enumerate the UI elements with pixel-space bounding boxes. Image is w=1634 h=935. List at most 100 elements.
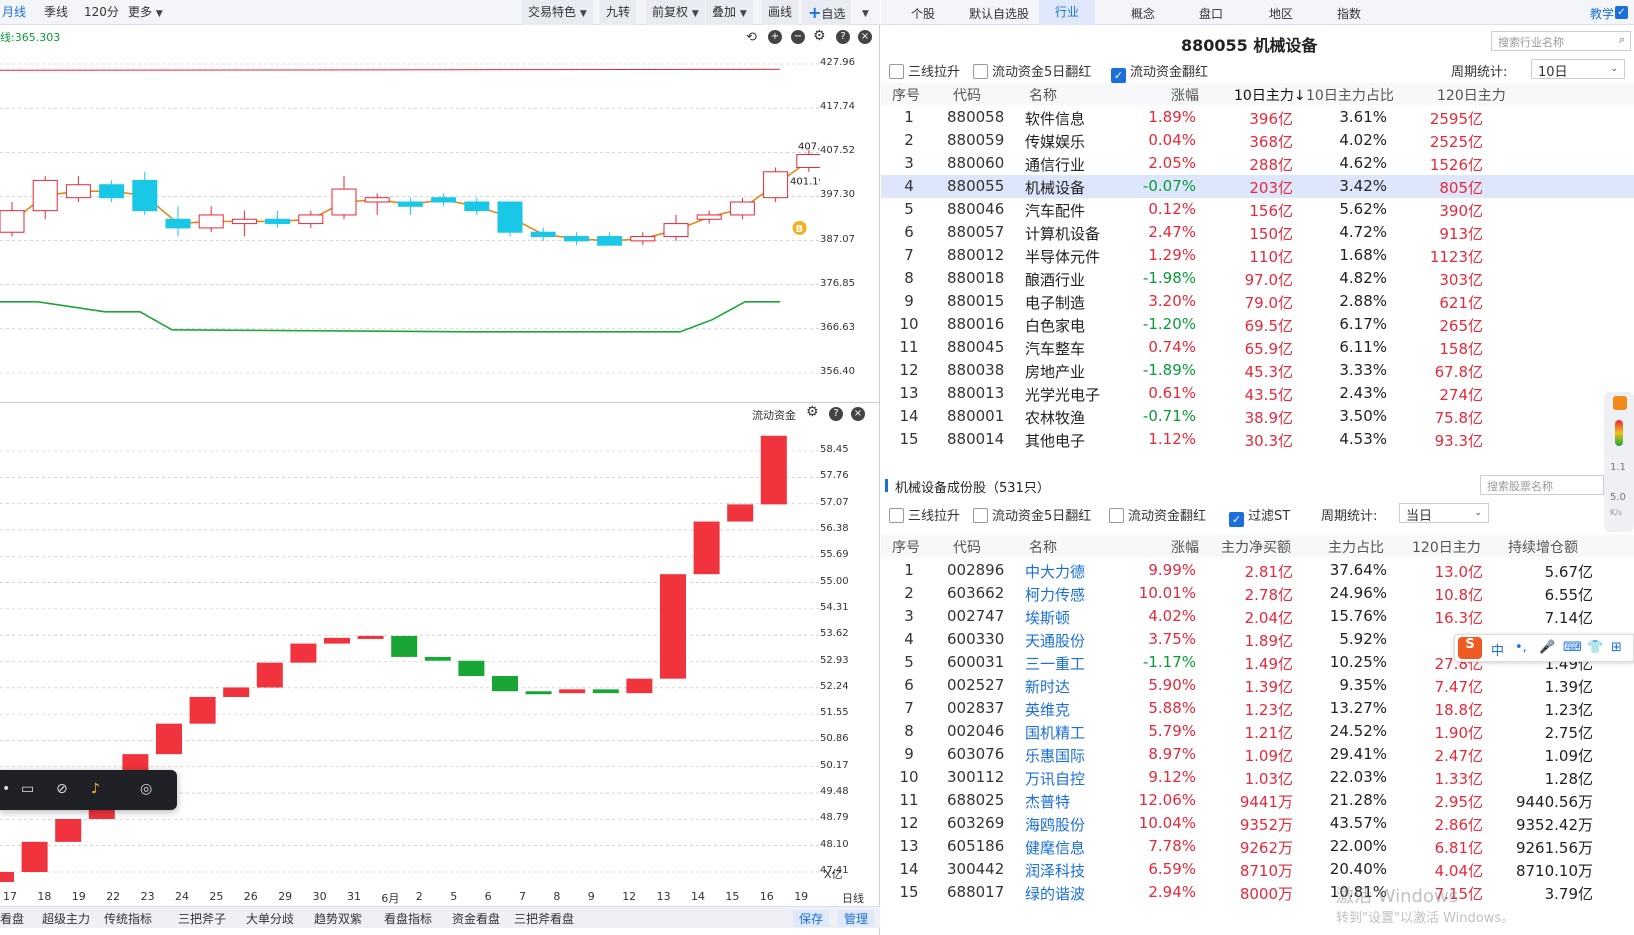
check-icon[interactable]: ✓ xyxy=(1615,6,1628,19)
row-name[interactable]: 埃斯顿 xyxy=(1025,609,1071,627)
table-row[interactable]: 9 880015 电子制造 3.20% 79.0亿 2.88% 621亿 xyxy=(881,290,1634,313)
column-header[interactable]: 主力占比 xyxy=(1328,540,1384,556)
indicator-tab[interactable]: 看盘指标 xyxy=(384,912,433,926)
broadcast-icon[interactable]: ◎ xyxy=(140,781,153,797)
column-header[interactable]: 主力净买额 xyxy=(1221,540,1291,556)
flow-chart[interactable] xyxy=(0,420,820,882)
overlay-menu[interactable]: 叠加 ▼ xyxy=(706,0,753,25)
indicator-tab[interactable]: 大单分歧 xyxy=(246,912,295,926)
checkbox-unchecked[interactable] xyxy=(889,64,904,79)
period-select-2[interactable]: 当日 ⌄ xyxy=(1399,503,1489,524)
tab-3[interactable]: 概念 xyxy=(1131,7,1156,21)
add-watchlist-button[interactable]: +自选 xyxy=(802,0,852,25)
table-row[interactable]: 2 603662 柯力传感 10.01% 2.78亿 24.96% 10.8亿 6.55亿 xyxy=(881,582,1634,605)
table-row[interactable]: 15 688017 绿的谐波 2.94% 8000万 10.81% 7.15亿 3.79亿 xyxy=(881,881,1634,904)
row-name[interactable]: 新时达 xyxy=(1025,678,1071,696)
table-row[interactable]: 14 300442 润泽科技 6.59% 8710万 20.40% 4.04亿 8710.10… xyxy=(881,858,1634,881)
side-widget[interactable]: 1.1 5.0 K/s xyxy=(1604,392,1634,532)
table-row[interactable]: 1 002896 中大力德 9.99% 2.81亿 37.64% 13.0亿 5.67亿 xyxy=(881,559,1634,582)
period-select[interactable]: 10日 ⌄ xyxy=(1531,59,1625,80)
filter-checkbox[interactable]: 三线拉升 xyxy=(889,61,960,80)
sogou-icon[interactable]: S xyxy=(1458,637,1482,659)
checkbox-checked[interactable]: ✓ xyxy=(1229,512,1244,527)
checkbox-unchecked[interactable] xyxy=(973,508,988,523)
period-quarter-tab[interactable]: 季线 xyxy=(44,5,69,19)
row-name[interactable]: 万讯自控 xyxy=(1025,770,1086,788)
table-row[interactable]: 15 880014 其他电子 1.12% 30.3亿 4.53% 93.3亿 xyxy=(881,428,1634,451)
table-row[interactable]: 5 600031 三一重工 -1.17% 1.49亿 10.25% 27.8亿 1.49亿 xyxy=(881,651,1634,674)
table-row[interactable]: 4 600330 天通股份 3.75% 1.89亿 5.92% xyxy=(881,628,1634,651)
table-row[interactable]: 7 002837 英维克 5.88% 1.23亿 13.27% 18.8亿 1.23亿 xyxy=(881,697,1634,720)
column-header[interactable]: 代码 xyxy=(953,540,981,556)
column-header[interactable]: 序号 xyxy=(892,540,920,556)
price-chart[interactable]: 407.21→ 401.19-401.82 B xyxy=(0,48,820,398)
period-month-tab[interactable]: 月线 xyxy=(2,5,27,19)
column-header[interactable]: 序号 xyxy=(892,88,920,104)
adjust-menu[interactable]: 前复权 ▼ xyxy=(646,0,705,25)
draw-button[interactable]: 画线 xyxy=(762,0,799,25)
indicator-tab[interactable]: 三把斧看盘 xyxy=(514,912,575,926)
close-icon[interactable]: × xyxy=(858,30,872,44)
row-name[interactable]: 健麾信息 xyxy=(1025,839,1086,857)
row-name[interactable]: 杰普特 xyxy=(1025,793,1071,811)
ime-button[interactable]: ⊞ xyxy=(1611,640,1622,655)
table-row[interactable]: 10 880016 白色家电 -1.20% 69.5亿 6.17% 265亿 xyxy=(881,313,1634,336)
stock-search-input[interactable]: 搜索股票名称 xyxy=(1480,475,1604,495)
ime-button[interactable]: •, xyxy=(1515,640,1527,655)
tab-0[interactable]: 个股 xyxy=(911,7,936,21)
table-row[interactable]: 10 300112 万讯自控 9.12% 1.03亿 22.03% 1.33亿 1.28亿 xyxy=(881,766,1634,789)
ime-button[interactable]: 中 xyxy=(1491,644,1505,659)
toolbar-dropdown[interactable]: ▼ xyxy=(862,0,869,25)
indicator-tab[interactable]: 保存 xyxy=(793,910,830,927)
column-header[interactable]: 代码 xyxy=(953,88,981,104)
table-row[interactable]: 12 880038 房地产业 -1.89% 45.3亿 3.33% 67.8亿 xyxy=(881,359,1634,382)
filter-checkbox[interactable]: 三线拉升 xyxy=(889,505,960,524)
eye-off-icon[interactable]: ⊘ xyxy=(56,781,68,797)
row-name[interactable]: 乐惠国际 xyxy=(1025,747,1086,765)
table-row[interactable]: 14 880001 农林牧渔 -0.71% 38.9亿 3.50% 75.8亿 xyxy=(881,405,1634,428)
row-name[interactable]: 润泽科技 xyxy=(1025,862,1086,880)
table-row[interactable]: 6 880057 计算机设备 2.47% 150亿 4.72% 913亿 xyxy=(881,221,1634,244)
indicator-tab[interactable]: 趋势双紫 xyxy=(314,912,363,926)
help-icon[interactable]: ? xyxy=(836,30,850,44)
close-icon[interactable]: × xyxy=(851,407,865,421)
ime-button[interactable]: 🎤 xyxy=(1539,640,1556,655)
row-name[interactable]: 国机精工 xyxy=(1025,724,1086,742)
row-name[interactable]: 海鸥股份 xyxy=(1025,816,1086,834)
table-row[interactable]: 1 880058 软件信息 1.89% 396亿 3.61% 2595亿 xyxy=(881,106,1634,129)
ime-button[interactable]: 👕 xyxy=(1587,640,1604,655)
column-header[interactable]: 名称 xyxy=(1029,88,1057,104)
tab-2[interactable]: 行业 xyxy=(1039,0,1096,25)
column-header[interactable]: 持续增仓额 xyxy=(1508,540,1578,556)
tab-4[interactable]: 盘口 xyxy=(1199,7,1224,21)
indicator-tab[interactable]: 传统指标 xyxy=(104,912,153,926)
table-row[interactable]: 3 002747 埃斯顿 4.02% 2.04亿 15.76% 16.3亿 7.14亿 xyxy=(881,605,1634,628)
table-row[interactable]: 9 603076 乐惠国际 8.97% 1.09亿 29.41% 2.47亿 1.09亿 xyxy=(881,743,1634,766)
column-header[interactable]: 涨幅 xyxy=(1171,88,1199,104)
table-row[interactable]: 4 880055 机械设备 -0.07% 203亿 3.42% 805亿 xyxy=(881,175,1634,198)
help-icon[interactable]: ? xyxy=(829,407,843,421)
checkbox-unchecked[interactable] xyxy=(1109,508,1124,523)
table-row[interactable]: 8 880018 酿酒行业 -1.98% 97.0亿 4.82% 303亿 xyxy=(881,267,1634,290)
column-header[interactable]: 10日主力占比 xyxy=(1306,88,1394,104)
indicator-tab[interactable]: 管理 xyxy=(838,910,875,927)
ime-button[interactable]: ⌨ xyxy=(1563,640,1582,655)
dock-item-icon[interactable]: • xyxy=(2,781,11,797)
indicator-tab[interactable]: 三把斧子 xyxy=(178,912,227,926)
indicator-tab[interactable]: 超级主力 xyxy=(42,912,91,926)
table-row[interactable]: 7 880012 半导体元件 1.29% 110亿 1.68% 1123亿 xyxy=(881,244,1634,267)
tab-5[interactable]: 地区 xyxy=(1269,7,1294,21)
table-row[interactable]: 2 880059 传媒娱乐 0.04% 368亿 4.02% 2525亿 xyxy=(881,129,1634,152)
filter-checkbox[interactable]: 流动资金翻红 xyxy=(1109,505,1206,524)
more-menu[interactable]: 更多 ▼ xyxy=(128,0,163,25)
zoom-in-icon[interactable]: + xyxy=(768,30,782,44)
refresh-icon[interactable]: ⟲ xyxy=(746,30,757,45)
zoom-out-icon[interactable]: − xyxy=(791,30,805,44)
tab-6[interactable]: 指数 xyxy=(1337,7,1362,21)
column-header[interactable]: 120日主力 xyxy=(1412,540,1481,556)
row-name[interactable]: 绿的谐波 xyxy=(1025,885,1086,903)
table-row[interactable]: 11 688025 杰普特 12.06% 9441万 21.28% 2.95亿 9440.56… xyxy=(881,789,1634,812)
table-row[interactable]: 6 002527 新时达 5.90% 1.39亿 9.35% 7.47亿 1.39亿 xyxy=(881,674,1634,697)
table-row[interactable]: 13 880013 光学光电子 0.61% 43.5亿 2.43% 274亿 xyxy=(881,382,1634,405)
indicator-tab[interactable]: 资金看盘 xyxy=(452,912,501,926)
